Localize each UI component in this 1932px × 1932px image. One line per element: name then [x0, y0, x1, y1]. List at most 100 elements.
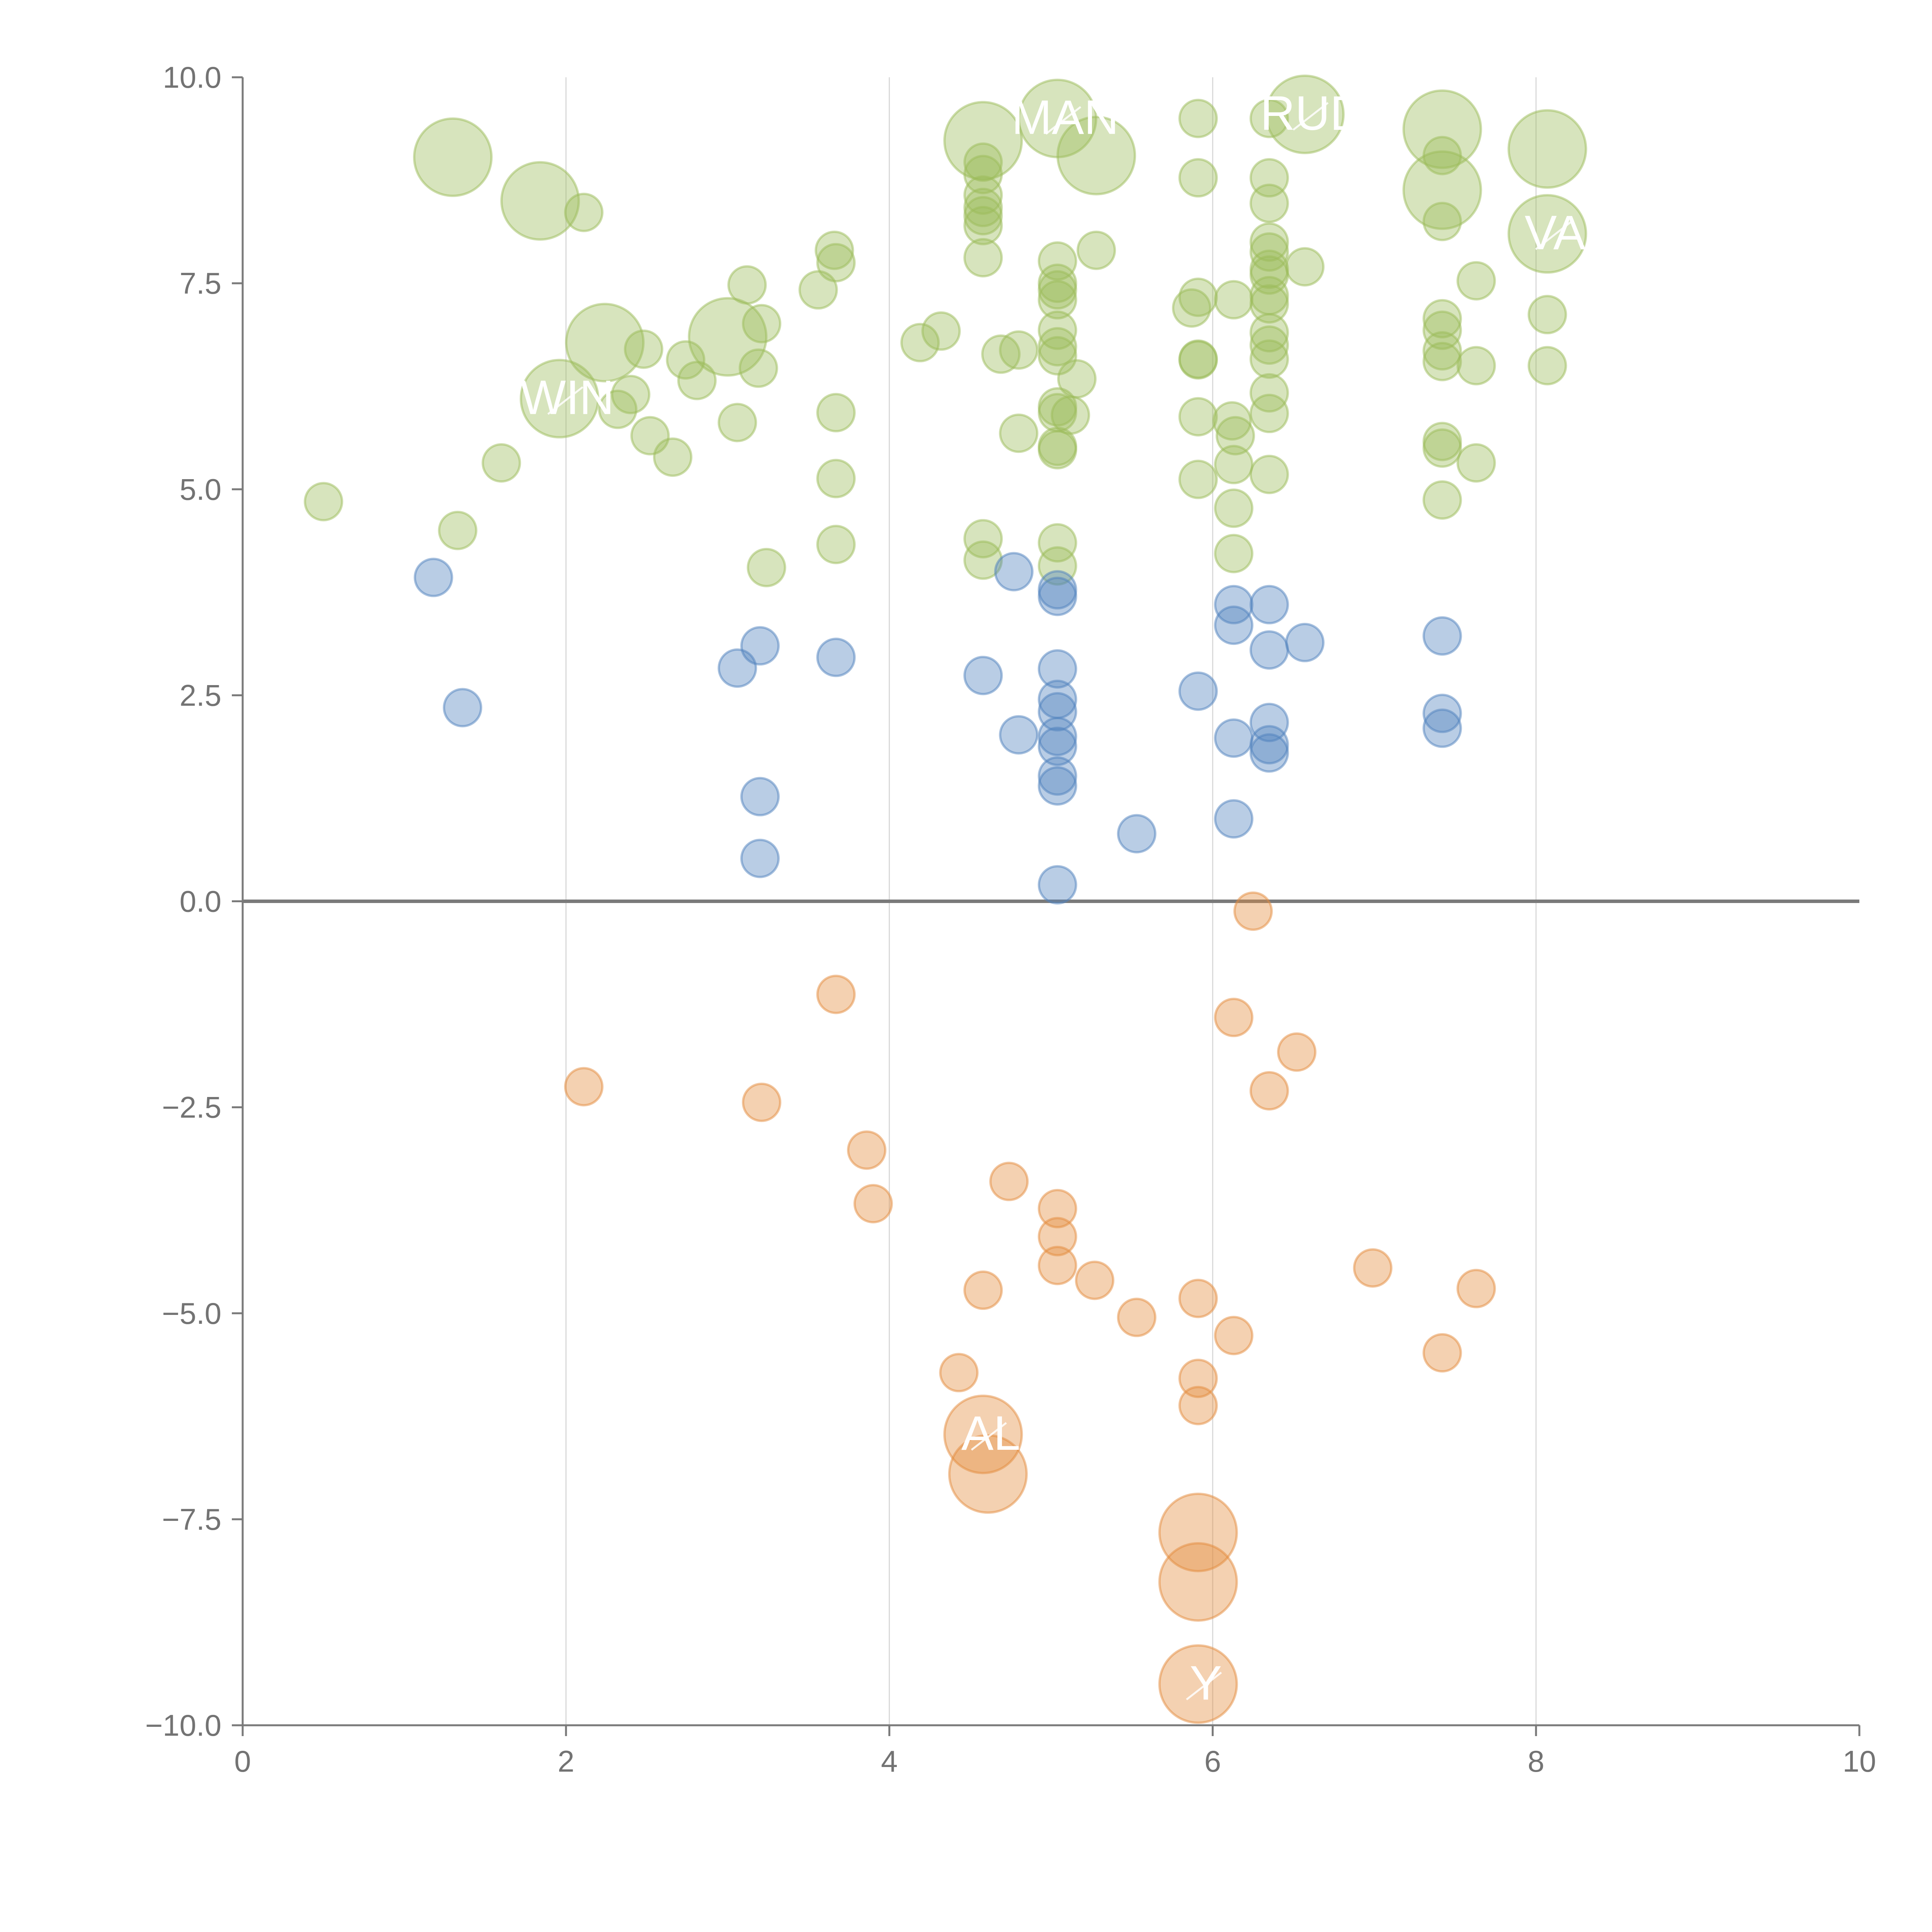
bubble-green — [1249, 284, 1289, 324]
bubble-blue — [1037, 649, 1077, 689]
bubble-green — [1037, 280, 1077, 320]
bubble-green — [1214, 488, 1253, 528]
bubble-green — [1249, 325, 1289, 365]
bubble-blue — [1249, 733, 1289, 773]
y-tick-label: −5.0 — [162, 1296, 221, 1330]
bubble-blue — [999, 715, 1039, 755]
annotation-label: RUD — [1260, 87, 1365, 140]
bubble-green — [1285, 247, 1325, 287]
bubble-green — [999, 413, 1039, 453]
bubble-orange — [742, 1082, 782, 1122]
y-tick-label: 0.0 — [180, 884, 221, 918]
bubble-blue — [994, 552, 1034, 592]
bubble-orange — [963, 1270, 1003, 1310]
annotation-label: WIN — [520, 371, 614, 425]
bubble-green — [1265, 74, 1345, 154]
bubble-green — [1422, 202, 1462, 242]
bubble-orange — [1037, 1246, 1077, 1286]
bubble-green — [1037, 327, 1077, 367]
bubble-green — [816, 525, 856, 565]
bubble-green — [742, 304, 782, 344]
bubble-orange — [1075, 1260, 1114, 1300]
y-tick-label: 10.0 — [163, 60, 221, 94]
bubble-green — [1214, 445, 1253, 485]
bubble-green — [1249, 454, 1289, 494]
bubble-blue — [413, 558, 453, 597]
bubble-orange — [1158, 1492, 1238, 1572]
bubble-blue — [740, 777, 780, 816]
bubble-green — [1178, 158, 1218, 198]
bubble-green — [1037, 241, 1077, 281]
bubble-green — [1037, 523, 1077, 563]
x-tick-label: 8 — [1528, 1744, 1544, 1778]
bubble-blue — [1249, 725, 1289, 765]
bubble-green — [816, 393, 856, 432]
bubble-green — [1037, 270, 1077, 310]
x-tick-label: 4 — [881, 1744, 898, 1778]
y-tick-label: 7.5 — [180, 266, 221, 300]
bubble-orange — [1249, 1071, 1289, 1111]
x-tick-label: 6 — [1204, 1744, 1221, 1778]
bubble-green — [1249, 222, 1289, 262]
bubble-blue — [1214, 718, 1253, 758]
bubble-green — [1249, 373, 1289, 413]
bubble-green — [718, 403, 757, 442]
bubble-blue — [1214, 799, 1253, 839]
bubble-green — [1178, 277, 1218, 317]
bubble-green — [1178, 340, 1218, 380]
bubble-orange — [943, 1395, 1023, 1475]
bubble-green — [666, 340, 706, 380]
bubble-orange — [948, 1434, 1028, 1514]
bubble-green — [1402, 89, 1482, 169]
bubble-green — [1422, 299, 1462, 338]
bubble-green — [999, 330, 1039, 370]
bubble-blue — [1037, 726, 1077, 766]
bubble-orange — [853, 1184, 893, 1224]
bubble-green — [816, 459, 856, 498]
bubble-orange — [1214, 998, 1253, 1037]
annotation-leader — [1293, 102, 1329, 131]
bubble-green — [413, 117, 493, 197]
bubble-green — [1178, 459, 1218, 499]
bubble-orange — [1178, 1386, 1218, 1425]
bubble-green — [921, 311, 961, 351]
bubble-blue — [1422, 708, 1462, 748]
bubble-green — [747, 548, 786, 587]
bubble-green — [1056, 116, 1136, 196]
bubble-blue — [1037, 865, 1077, 905]
bubble-blue — [1037, 577, 1077, 616]
bubble-orange — [1422, 1333, 1462, 1373]
bubble-layer — [304, 74, 1587, 1724]
bubble-green — [1456, 346, 1496, 386]
bubble-green — [653, 437, 692, 477]
bubble-green — [1057, 359, 1097, 399]
bubble-blue — [1037, 756, 1077, 796]
bubble-green — [1507, 109, 1587, 189]
bubble-green — [1249, 232, 1289, 272]
bubble-blue — [1249, 630, 1289, 670]
bubble-green — [565, 303, 645, 383]
annotation-label: MAN — [1012, 91, 1119, 145]
bubble-green — [1214, 280, 1253, 320]
annotation-leader — [1186, 1672, 1222, 1701]
bubble-green — [1507, 194, 1587, 274]
bubble-orange — [1037, 1217, 1077, 1257]
bubble-orange — [1037, 1189, 1077, 1228]
bubble-green — [1178, 99, 1218, 138]
annotation-layer: WIN MAN RUD VA AL Y — [520, 87, 1586, 1710]
bubble-blue — [1422, 616, 1462, 656]
bubble-orange — [1158, 1644, 1238, 1724]
bubble-green — [1249, 184, 1289, 223]
bubble-orange — [1353, 1248, 1393, 1288]
bubble-blue — [1249, 702, 1289, 742]
y-tick-label: −10.0 — [145, 1708, 221, 1742]
bubble-orange — [989, 1162, 1029, 1201]
annotation-leader — [971, 1422, 1007, 1451]
bubble-green — [1422, 428, 1462, 468]
bubble-green — [1422, 342, 1462, 381]
bubble-green — [1037, 546, 1077, 586]
annotation-leader — [1045, 106, 1082, 135]
x-tick-label: 2 — [558, 1744, 574, 1778]
